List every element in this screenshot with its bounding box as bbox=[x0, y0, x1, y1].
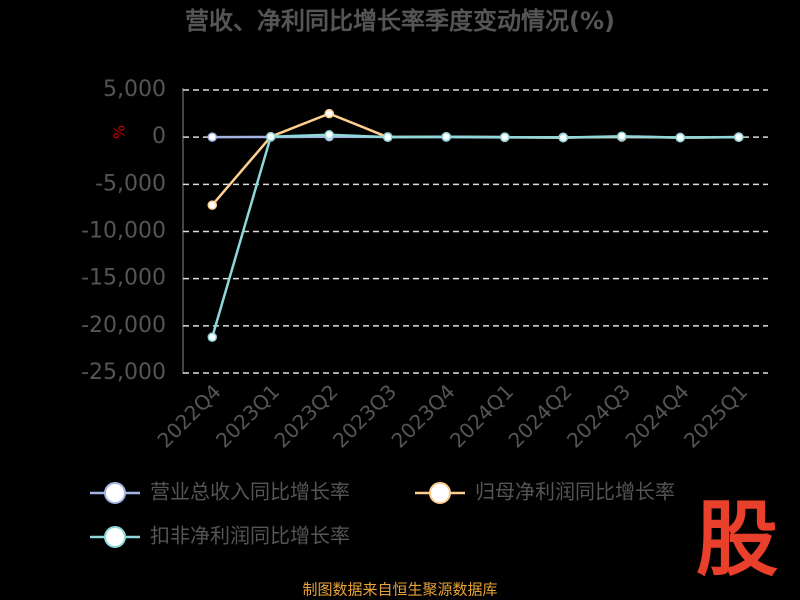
series-line bbox=[211, 133, 739, 338]
x-tick-label: 2024Q3 bbox=[562, 379, 635, 452]
x-tick-label: 2025Q1 bbox=[679, 379, 752, 452]
legend-marker bbox=[104, 482, 126, 504]
chart-title: 营收、净利同比增长率季度变动情况(%) bbox=[185, 7, 615, 35]
x-tick-label: 2023Q3 bbox=[328, 379, 401, 452]
data-point bbox=[500, 132, 510, 142]
data-point bbox=[675, 132, 685, 143]
x-tick-label: 2024Q1 bbox=[445, 379, 518, 452]
legend-label: 归母净利润同比增长率 bbox=[475, 480, 675, 504]
data-point bbox=[383, 132, 393, 142]
data-point bbox=[266, 131, 276, 142]
data-point bbox=[207, 132, 217, 142]
x-tick-label: 2023Q4 bbox=[387, 379, 460, 452]
data-point bbox=[324, 130, 334, 140]
y-tick-label: -15,000 bbox=[81, 266, 166, 291]
y-axis-label: % bbox=[111, 125, 129, 139]
data-point bbox=[441, 131, 451, 142]
y-tick-label: -20,000 bbox=[81, 313, 166, 338]
x-tick-label: 2023Q2 bbox=[270, 379, 343, 452]
data-point bbox=[207, 200, 217, 210]
x-tick-label: 2024Q2 bbox=[504, 379, 577, 452]
y-tick-label: -25,000 bbox=[81, 360, 166, 385]
series-line bbox=[211, 112, 739, 206]
data-point bbox=[324, 108, 334, 119]
x-tick-label: 2023Q1 bbox=[211, 379, 284, 452]
data-point bbox=[734, 132, 744, 142]
y-tick-label: 0 bbox=[152, 124, 166, 149]
data-point bbox=[558, 132, 568, 143]
x-tick-label: 2022Q4 bbox=[153, 379, 226, 452]
data-point bbox=[617, 131, 627, 141]
y-tick-label: -5,000 bbox=[95, 171, 166, 196]
legend-label: 扣非净利润同比增长率 bbox=[150, 524, 350, 548]
watermark-logo: 股 bbox=[696, 492, 778, 587]
legend-marker bbox=[104, 526, 126, 548]
y-tick-label: -10,000 bbox=[81, 219, 166, 244]
source-note: 制图数据来自恒生聚源数据库 bbox=[302, 581, 497, 599]
legend-marker bbox=[429, 482, 451, 504]
y-tick-label: 5,000 bbox=[103, 77, 166, 102]
x-tick-label: 2024Q4 bbox=[621, 379, 694, 452]
legend-label: 营业总收入同比增长率 bbox=[150, 480, 350, 504]
data-point bbox=[207, 332, 217, 342]
